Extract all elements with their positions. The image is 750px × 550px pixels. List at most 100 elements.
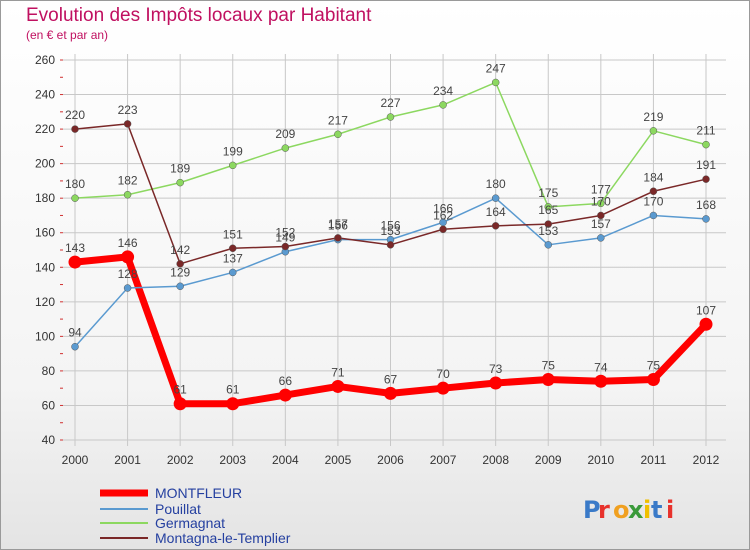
data-label-Montagna-le-Templier-2011: 184 bbox=[643, 170, 663, 184]
data-label-MONTFLEUR-2006: 67 bbox=[384, 372, 398, 386]
y-tick-label-120: 120 bbox=[35, 295, 55, 309]
point-Pouillat-2012 bbox=[702, 215, 710, 223]
data-label-MONTFLEUR-2007: 70 bbox=[436, 367, 450, 381]
data-label-MONTFLEUR-2001: 146 bbox=[118, 236, 138, 250]
data-label-Montagna-le-Templier-2006: 153 bbox=[380, 224, 400, 238]
logo-letter: i bbox=[643, 496, 651, 524]
point-Montagna-le-Templier-2007 bbox=[439, 225, 447, 234]
point-Germagnat-2006 bbox=[386, 113, 395, 121]
y-tick-label-40: 40 bbox=[42, 433, 56, 447]
data-label-MONTFLEUR-2005: 71 bbox=[331, 365, 345, 379]
x-tick-label-2001: 2001 bbox=[114, 453, 141, 467]
point-MONTFLEUR-2009 bbox=[541, 373, 555, 387]
logo-letter: P bbox=[583, 496, 601, 524]
y-tick-label-260: 260 bbox=[35, 53, 55, 67]
x-tick-label-2004: 2004 bbox=[272, 453, 299, 467]
point-Montagna-le-Templier-2005 bbox=[334, 234, 342, 242]
x-tick-label-2007: 2007 bbox=[430, 453, 457, 467]
data-label-Pouillat-2011: 170 bbox=[643, 194, 663, 208]
data-label-Montagna-le-Templier-2004: 152 bbox=[275, 226, 295, 240]
data-label-MONTFLEUR-2012: 107 bbox=[696, 303, 716, 317]
point-MONTFLEUR-2005 bbox=[331, 379, 345, 393]
data-label-MONTFLEUR-2003: 61 bbox=[226, 383, 240, 397]
y-tick-label-60: 60 bbox=[42, 398, 56, 412]
x-tick-label-2010: 2010 bbox=[587, 453, 614, 467]
data-label-Montagna-le-Templier-2008: 164 bbox=[486, 205, 506, 219]
data-label-Germagnat-2012: 211 bbox=[696, 124, 715, 138]
data-label-Pouillat-2001: 128 bbox=[118, 267, 138, 281]
grid bbox=[63, 54, 726, 446]
logo-letter: r bbox=[598, 496, 610, 524]
point-Montagna-le-Templier-2006 bbox=[386, 241, 395, 249]
point-Pouillat-2010 bbox=[597, 234, 605, 242]
point-Montagna-le-Templier-2004 bbox=[281, 242, 290, 251]
logo-letter: x bbox=[628, 496, 644, 524]
data-label-Germagnat-2007: 234 bbox=[433, 84, 453, 98]
point-Germagnat-2010 bbox=[597, 199, 605, 208]
data-label-Pouillat-2008: 180 bbox=[486, 177, 506, 191]
logo-letter: t bbox=[651, 496, 662, 524]
point-Montagna-le-Templier-2012 bbox=[702, 175, 710, 183]
data-label-Montagna-le-Templier-2003: 151 bbox=[223, 227, 243, 241]
point-Montagna-le-Templier-2001 bbox=[123, 120, 132, 128]
data-label-Germagnat-2010: 177 bbox=[591, 182, 611, 196]
legend: MONTFLEURPouillatGermagnatMontagna-le-Te… bbox=[100, 485, 291, 546]
proxiti-logo: Pr ox i t i bbox=[583, 496, 674, 524]
point-Montagna-le-Templier-2003 bbox=[229, 244, 237, 253]
point-MONTFLEUR-2001 bbox=[121, 250, 135, 264]
point-MONTFLEUR-2011 bbox=[646, 373, 660, 387]
point-Montagna-le-Templier-2010 bbox=[597, 211, 605, 220]
data-label-MONTFLEUR-2004: 66 bbox=[279, 374, 293, 388]
data-label-Germagnat-2006: 227 bbox=[380, 96, 400, 110]
data-label-Pouillat-2004: 149 bbox=[275, 231, 295, 245]
y-tick-label-200: 200 bbox=[35, 157, 55, 171]
data-label-Montagna-le-Templier-2001: 223 bbox=[118, 103, 138, 117]
point-Pouillat-2001 bbox=[123, 284, 132, 292]
legend-label-Germagnat: Germagnat bbox=[155, 515, 225, 531]
data-label-Germagnat-2009: 175 bbox=[538, 186, 558, 200]
data-label-Germagnat-2008: 247 bbox=[486, 61, 506, 75]
point-Germagnat-2002 bbox=[176, 178, 184, 187]
logo-letter: i bbox=[666, 496, 674, 524]
x-tick-label-2008: 2008 bbox=[482, 453, 509, 467]
data-label-Montagna-le-Templier-2002: 142 bbox=[170, 243, 190, 257]
legend-label-MONTFLEUR: MONTFLEUR bbox=[155, 485, 242, 501]
y-tick-label-220: 220 bbox=[35, 122, 55, 136]
data-label-Montagna-le-Templier-2005: 157 bbox=[328, 217, 348, 231]
x-tick-label-2000: 2000 bbox=[62, 453, 89, 467]
x-tick-label-2005: 2005 bbox=[325, 453, 352, 467]
logo-letter: o bbox=[613, 496, 630, 524]
point-Pouillat-2009 bbox=[544, 241, 552, 249]
data-label-Pouillat-2000: 94 bbox=[68, 326, 82, 340]
data-label-MONTFLEUR-2010: 74 bbox=[594, 360, 608, 374]
x-tick-label-2002: 2002 bbox=[167, 453, 194, 467]
x-tick-label-2011: 2011 bbox=[641, 453, 667, 467]
data-label-Pouillat-2002: 129 bbox=[170, 265, 190, 279]
point-Pouillat-2002 bbox=[176, 282, 184, 291]
data-label-Montagna-le-Templier-2009: 165 bbox=[538, 203, 558, 217]
point-Pouillat-2003 bbox=[229, 268, 237, 277]
data-label-Pouillat-2010: 157 bbox=[591, 217, 611, 231]
point-Montagna-le-Templier-2002 bbox=[176, 260, 184, 268]
data-label-Pouillat-2006: 156 bbox=[380, 219, 400, 233]
data-labels: 143 146 61 61 66 71 67 70 73 75 74 75 107 94 128 129 137… bbox=[65, 61, 716, 396]
data-label-Pouillat-2003: 137 bbox=[223, 251, 243, 265]
x-tick-label-2009: 2009 bbox=[535, 453, 562, 467]
point-Montagna-le-Templier-2011 bbox=[649, 187, 658, 196]
point-MONTFLEUR-2000 bbox=[68, 255, 82, 269]
point-Germagnat-2008 bbox=[491, 78, 500, 87]
data-label-Germagnat-2005: 217 bbox=[328, 113, 348, 127]
point-Germagnat-2000 bbox=[71, 194, 79, 202]
point-Germagnat-2003 bbox=[229, 161, 237, 170]
data-label-MONTFLEUR-2009: 75 bbox=[542, 359, 556, 373]
data-label-Germagnat-2003: 199 bbox=[223, 144, 243, 158]
data-label-Montagna-le-Templier-2010: 170 bbox=[591, 194, 611, 208]
x-tick-label-2012: 2012 bbox=[693, 453, 720, 467]
point-Montagna-le-Templier-2008 bbox=[491, 222, 500, 230]
data-label-Germagnat-2001: 182 bbox=[118, 174, 138, 188]
x-tick-label-2003: 2003 bbox=[219, 453, 246, 467]
data-label-MONTFLEUR-2000: 143 bbox=[65, 241, 85, 255]
data-label-Germagnat-2002: 189 bbox=[170, 162, 190, 176]
